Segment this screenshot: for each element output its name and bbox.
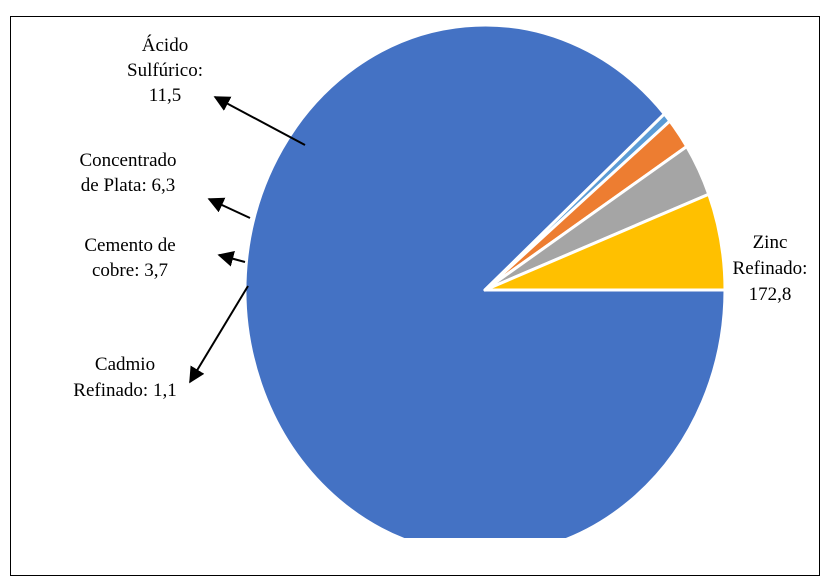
data-label: Zinc Refinado: 172,8 xyxy=(733,232,808,305)
data-label-line: Ácido xyxy=(142,34,188,56)
callout-arrow xyxy=(189,285,249,384)
data-label-line: Sulfúrico: xyxy=(127,60,203,81)
data-label-line: Cemento de xyxy=(84,235,175,256)
callout-arrow xyxy=(213,96,306,146)
callout-arrow xyxy=(207,197,251,219)
pie-chart: Zinc Refinado: 172,8 Cadmio Refinado: 1,1 Cem… xyxy=(73,23,807,538)
data-label: Concentrado de Plata: 6,3 xyxy=(79,150,176,196)
data-label-line: Refinado: xyxy=(733,258,808,279)
data-label-line: Refinado: 1,1 xyxy=(73,380,176,401)
data-label-line: Zinc xyxy=(753,232,788,253)
data-label: Cadmio Refinado: 1,1 xyxy=(73,354,176,401)
data-label-line: Cadmio xyxy=(95,354,155,375)
data-label-line: de Plata: 6,3 xyxy=(81,175,175,196)
data-label-line: Concentrado xyxy=(79,150,176,171)
callout-arrow xyxy=(217,251,246,267)
pie-slice--cido-sulf-rico xyxy=(483,192,727,292)
data-label-line: cobre: 3,7 xyxy=(92,260,168,281)
pie-slice-zinc-refinado xyxy=(243,23,727,538)
data-label-line: 172,8 xyxy=(749,284,792,305)
callout-arrows xyxy=(189,96,306,384)
data-label: Cemento de cobre: 3,7 xyxy=(84,235,175,281)
slice-labels: Zinc Refinado: 172,8 Cadmio Refinado: 1,1 Cem… xyxy=(73,34,807,401)
data-label: Ácido Sulfúrico: 11,5 xyxy=(127,34,203,106)
data-label-line: 11,5 xyxy=(149,85,182,106)
pie-slices xyxy=(243,23,727,538)
